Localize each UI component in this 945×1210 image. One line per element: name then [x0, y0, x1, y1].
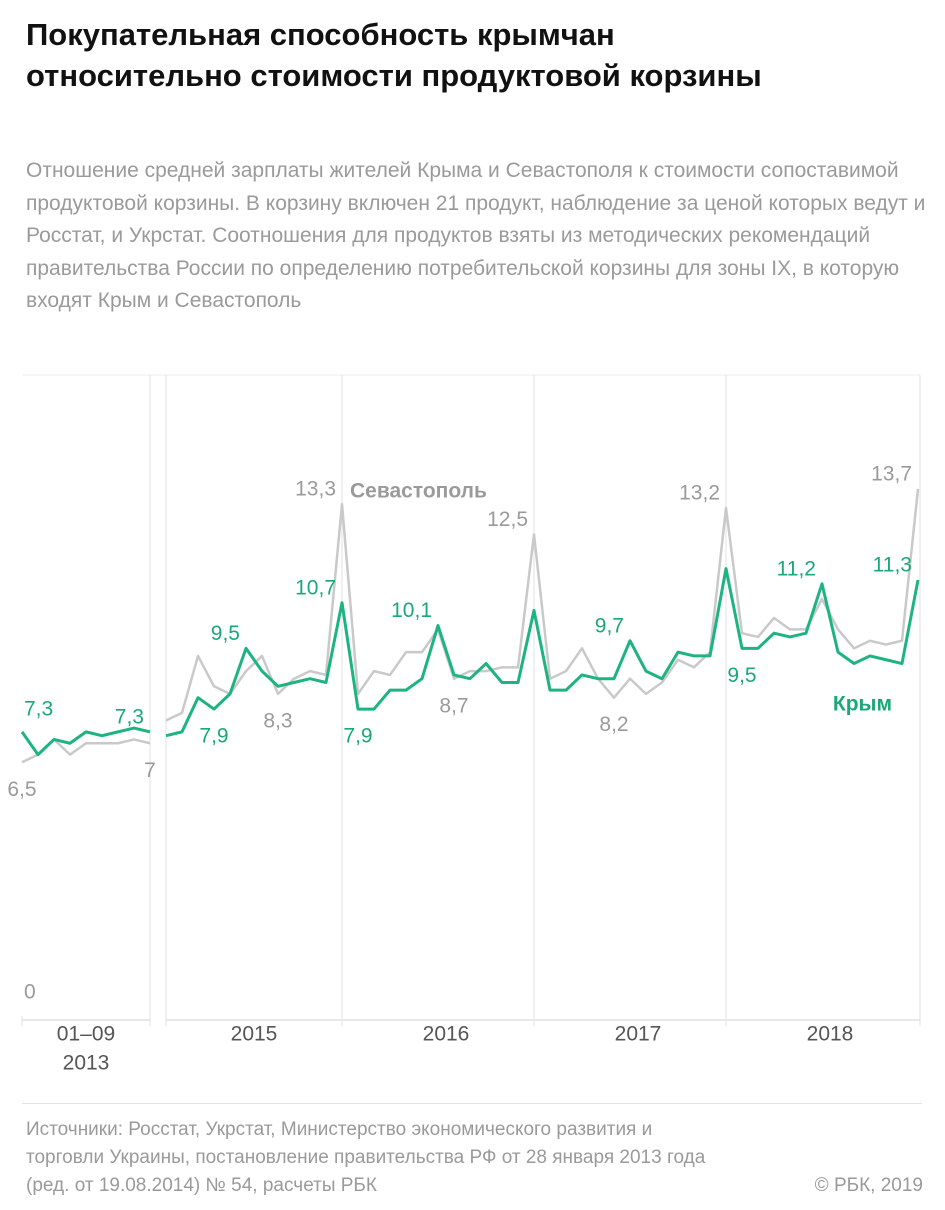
series-line — [165, 488, 920, 722]
series-line — [20, 726, 151, 757]
x-tick-label: 2018 — [807, 1023, 854, 1046]
series-label: Севастополь — [350, 480, 487, 503]
value-label: 7,9 — [343, 725, 372, 748]
value-label: 6,5 — [7, 778, 36, 801]
subtitle: Отношение средней зарплаты жителей Крыма… — [26, 159, 926, 312]
value-label: 10,7 — [295, 576, 336, 599]
value-label: 9,5 — [211, 622, 240, 645]
value-label: 7 — [144, 759, 156, 782]
value-label: 7,3 — [24, 697, 53, 720]
x-axis-label: 2013 — [63, 1052, 110, 1075]
value-label: 11,2 — [777, 557, 816, 580]
value-label: 11,3 — [873, 554, 912, 577]
value-label: 9,5 — [727, 664, 756, 687]
chart: 0 6,5 7 7,3 7,3 01–09 2013 8,3 13,3 8,7 12,5 8,2 13,… — [7, 374, 921, 1075]
x-tick-label: 2015 — [231, 1023, 278, 1046]
series-label: Крым — [833, 693, 892, 716]
x-axis-label: 01–09 — [57, 1023, 115, 1046]
value-label: 7,3 — [115, 705, 144, 728]
value-label: 8,7 — [439, 694, 468, 717]
value-label: 12,5 — [487, 508, 528, 531]
value-label: 13,3 — [295, 478, 336, 501]
x-tick-label: 2016 — [423, 1023, 470, 1046]
title: Покупательная способность крымчан относи… — [26, 17, 762, 93]
series-line — [165, 567, 920, 738]
source: Источники: Росстат, Укрстат, Министерств… — [26, 1119, 706, 1196]
value-label: 8,3 — [263, 709, 292, 732]
y-tick-label: 0 — [24, 981, 36, 1004]
value-label: 13,2 — [679, 481, 720, 504]
x-tick-label: 2017 — [615, 1023, 662, 1046]
value-label: 7,9 — [199, 725, 228, 748]
value-label: 10,1 — [391, 599, 432, 622]
credit: © РБК, 2019 — [814, 1175, 923, 1196]
value-label: 8,2 — [599, 713, 628, 736]
separator — [22, 1103, 922, 1104]
value-label: 13,7 — [871, 462, 912, 485]
value-label: 9,7 — [595, 614, 624, 637]
